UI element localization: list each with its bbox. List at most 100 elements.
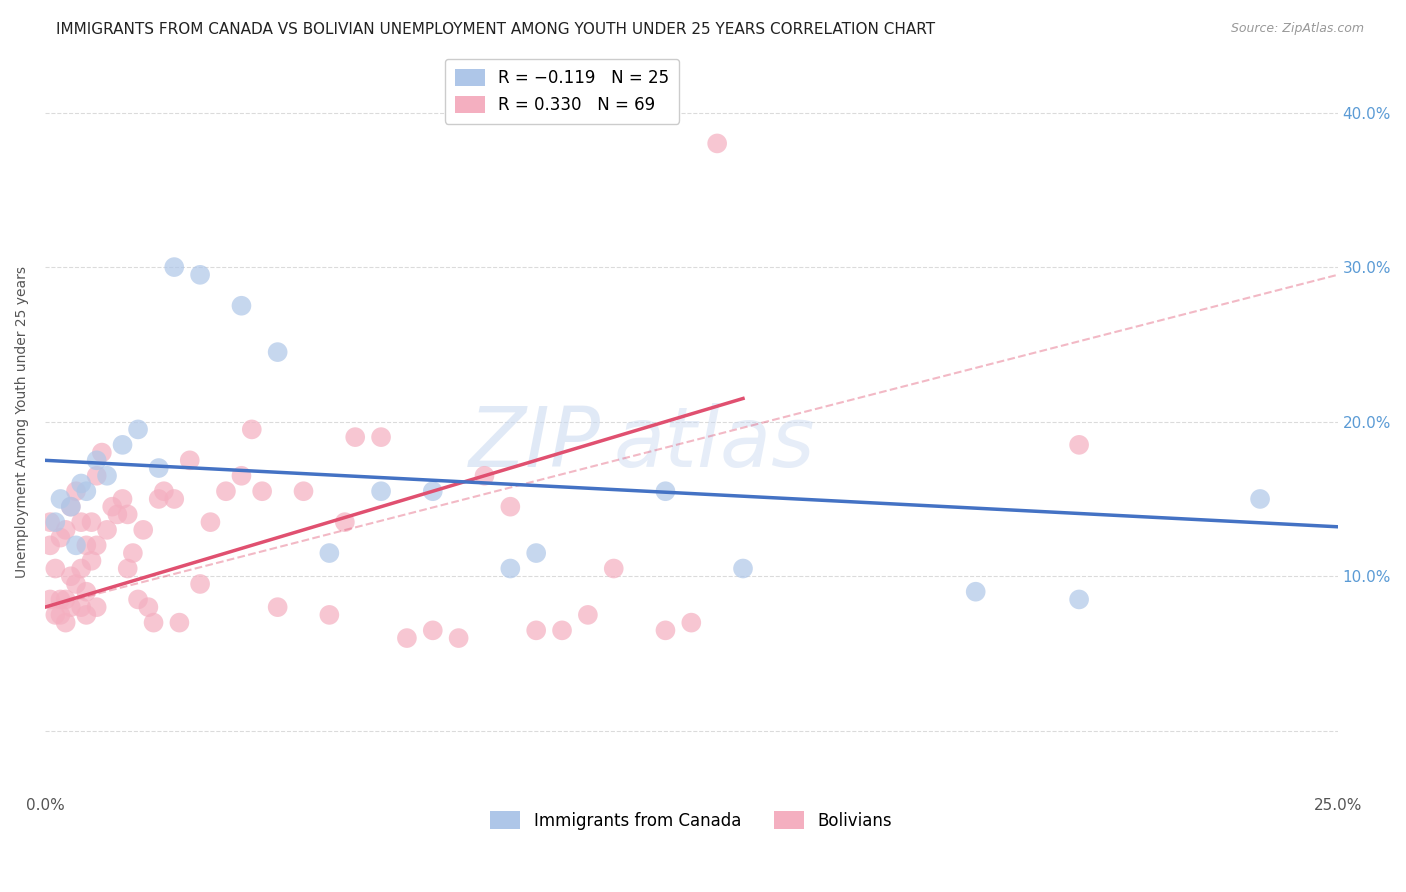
Point [250, 484, 273, 499]
Point [524, 546, 547, 560]
Point [499, 500, 522, 514]
Point [59, 500, 82, 514]
Point [499, 561, 522, 575]
Point [75, 484, 97, 499]
Point [49, 592, 72, 607]
Point [965, 584, 987, 599]
Point [215, 484, 238, 499]
Point [65, 484, 87, 499]
Point [49, 491, 72, 506]
Point [422, 484, 444, 499]
Point [148, 461, 170, 475]
Point [117, 561, 139, 575]
Point [59, 500, 82, 514]
Point [395, 631, 418, 645]
Point [132, 523, 155, 537]
Point [422, 624, 444, 638]
Point [96, 523, 118, 537]
Point [39, 515, 62, 529]
Point [75, 607, 97, 622]
Point [70, 600, 93, 615]
Point [654, 484, 676, 499]
Point [117, 508, 139, 522]
Point [266, 345, 288, 359]
Point [142, 615, 165, 630]
Point [292, 484, 315, 499]
Point [75, 584, 97, 599]
Point [153, 484, 176, 499]
Point [163, 491, 186, 506]
Point [127, 422, 149, 436]
Point [65, 577, 87, 591]
Point [39, 592, 62, 607]
Point [65, 538, 87, 552]
Point [333, 515, 356, 529]
Point [75, 538, 97, 552]
Point [266, 600, 288, 615]
Point [179, 453, 201, 467]
Point [70, 561, 93, 575]
Point [80, 554, 103, 568]
Point [101, 500, 124, 514]
Point [231, 299, 253, 313]
Point [318, 607, 340, 622]
Point [105, 508, 128, 522]
Point [576, 607, 599, 622]
Point [55, 523, 77, 537]
Point [706, 136, 728, 151]
Point [1069, 592, 1091, 607]
Point [55, 592, 77, 607]
Text: ZIP: ZIP [468, 403, 600, 484]
Point [169, 615, 191, 630]
Point [86, 453, 108, 467]
Point [318, 546, 340, 560]
Point [39, 538, 62, 552]
Point [551, 624, 574, 638]
Legend: Immigrants from Canada, Bolivians: Immigrants from Canada, Bolivians [484, 805, 898, 837]
Point [148, 491, 170, 506]
Text: atlas: atlas [614, 403, 815, 484]
Point [44, 515, 66, 529]
Point [44, 561, 66, 575]
Point [524, 624, 547, 638]
Point [59, 569, 82, 583]
Point [59, 600, 82, 615]
Point [49, 607, 72, 622]
Point [96, 468, 118, 483]
Point [111, 491, 134, 506]
Point [344, 430, 367, 444]
Point [55, 615, 77, 630]
Point [240, 422, 263, 436]
Point [80, 515, 103, 529]
Point [681, 615, 703, 630]
Point [447, 631, 470, 645]
Y-axis label: Unemployment Among Youth under 25 years: Unemployment Among Youth under 25 years [15, 266, 30, 578]
Text: IMMIGRANTS FROM CANADA VS BOLIVIAN UNEMPLOYMENT AMONG YOUTH UNDER 25 YEARS CORRE: IMMIGRANTS FROM CANADA VS BOLIVIAN UNEMP… [56, 22, 935, 37]
Point [127, 592, 149, 607]
Point [1069, 438, 1091, 452]
Point [44, 607, 66, 622]
Point [370, 430, 392, 444]
Point [188, 577, 211, 591]
Point [86, 468, 108, 483]
Point [603, 561, 626, 575]
Point [70, 476, 93, 491]
Point [231, 468, 253, 483]
Point [122, 546, 145, 560]
Point [474, 468, 496, 483]
Point [111, 438, 134, 452]
Point [731, 561, 754, 575]
Point [188, 268, 211, 282]
Point [86, 538, 108, 552]
Point [163, 260, 186, 274]
Point [1249, 491, 1271, 506]
Point [370, 484, 392, 499]
Text: Source: ZipAtlas.com: Source: ZipAtlas.com [1230, 22, 1364, 36]
Point [70, 515, 93, 529]
Point [200, 515, 222, 529]
Point [49, 531, 72, 545]
Point [90, 445, 112, 459]
Point [138, 600, 160, 615]
Point [86, 600, 108, 615]
Point [654, 624, 676, 638]
